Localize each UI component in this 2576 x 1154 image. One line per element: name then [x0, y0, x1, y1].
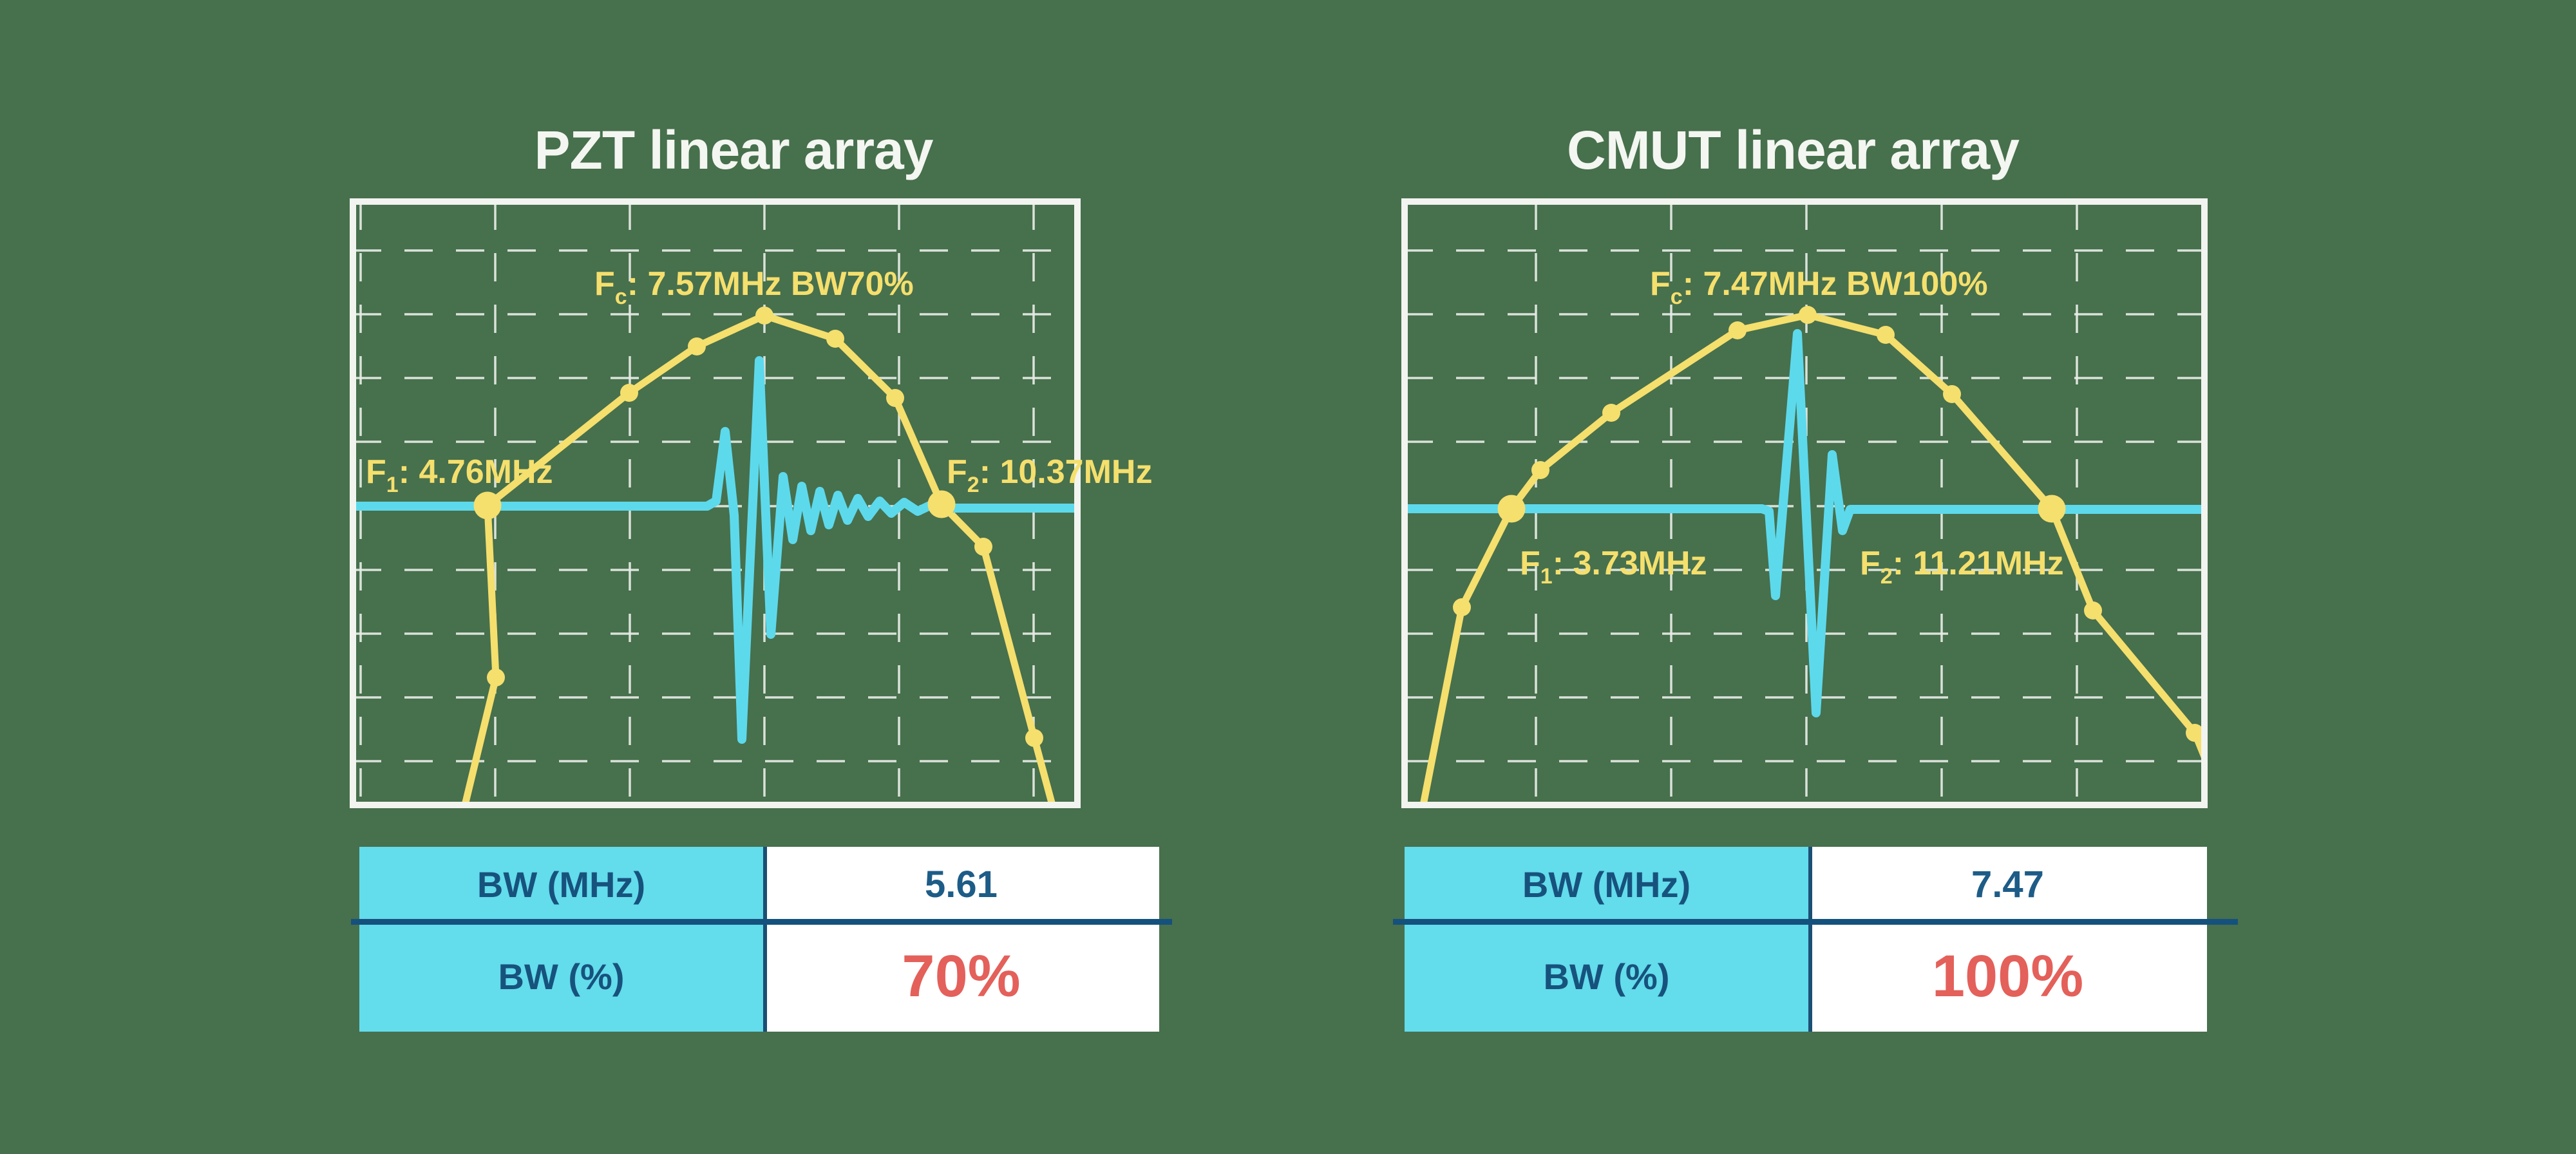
spectrum-marker: [1531, 461, 1549, 479]
spectrum-marker: [886, 389, 904, 407]
spectrum-marker: [1602, 404, 1620, 422]
pulse-echo-waveform: [1408, 329, 2201, 717]
bandwidth-edge-marker: [2038, 495, 2066, 523]
f1-annotation: F1: 3.73MHz: [1520, 545, 1707, 589]
bw-pct-label: BW (%): [1543, 956, 1670, 997]
chart-border: [1401, 198, 2208, 808]
f2-annotation: F2: 10.37MHz: [947, 453, 1152, 497]
spectrum-marker: [2084, 601, 2102, 620]
table-value-cell: 7.47: [1808, 847, 2207, 922]
cmut-bw-table: BW (MHz) 7.47 BW (%) 100%: [1405, 847, 2207, 1032]
cmut-bw-pct-value: 100%: [1931, 943, 2084, 1009]
table-row-divider: [351, 919, 1172, 925]
pzt-panel-title: PZT linear array: [534, 120, 934, 180]
bandwidth-edge-marker: [927, 490, 956, 518]
spectrum-curve: [462, 312, 1056, 802]
chart-plot-area: [356, 205, 1074, 802]
table-column-divider: [1808, 847, 1812, 1032]
cmut-panel-title: CMUT linear array: [1567, 120, 2020, 180]
spectrum-marker: [1943, 385, 1961, 403]
spectrum-marker: [2186, 724, 2201, 742]
spectrum-marker: [826, 330, 844, 348]
bandwidth-edge-marker: [473, 491, 502, 520]
table-row: BW (%) 100%: [1405, 922, 2207, 1032]
spectrum-marker: [1453, 598, 1471, 616]
table-value-cell: 100%: [1808, 922, 2207, 1032]
table-header-cell: BW (%): [1405, 922, 1808, 1032]
spectrum-marker: [487, 668, 505, 686]
table-row: BW (MHz) 5.61: [359, 847, 1159, 922]
bw-mhz-label: BW (MHz): [1522, 864, 1691, 905]
fc-annotation: Fc: 7.47MHz BW100%: [1650, 265, 1988, 309]
spectrum-marker: [755, 307, 773, 325]
pzt-bw-pct-value: 70%: [902, 943, 1021, 1009]
pzt-spectrum-chart: Fc: 7.57MHz BW70% F1: 4.76MHz F2: 10.37MHz: [350, 198, 1152, 808]
chart-border: [350, 198, 1081, 808]
bandwidth-edge-marker: [1497, 495, 1526, 523]
fc-annotation: Fc: 7.57MHz BW70%: [594, 265, 914, 309]
pulse-echo-waveform: [356, 356, 1074, 744]
table-row: BW (%) 70%: [359, 922, 1159, 1032]
f1-annotation: F1: 4.76MHz: [366, 453, 553, 497]
spectrum-marker: [974, 538, 992, 556]
spectrum-curve: [1420, 311, 2201, 802]
f2-annotation: F2: 11.21MHz: [1860, 545, 2064, 589]
table-header-cell: BW (MHz): [1405, 847, 1808, 922]
cmut-bw-mhz-value: 7.47: [1971, 863, 2044, 905]
bw-mhz-label: BW (MHz): [477, 864, 646, 905]
spectrum-marker: [1877, 326, 1895, 344]
pzt-bw-mhz-value: 5.61: [925, 863, 998, 905]
cmut-spectrum-chart: Fc: 7.47MHz BW100% F1: 3.73MHz F2: 11.21MH…: [1401, 198, 2208, 808]
pzt-bw-table: BW (MHz) 5.61 BW (%) 70%: [359, 847, 1159, 1032]
spectrum-marker: [1025, 729, 1043, 747]
spectrum-marker: [688, 337, 706, 355]
table-header-cell: BW (%): [359, 922, 763, 1032]
table-column-divider: [763, 847, 767, 1032]
table-value-cell: 70%: [763, 922, 1159, 1032]
spectrum-marker: [1799, 306, 1817, 324]
table-header-cell: BW (MHz): [359, 847, 763, 922]
spectrum-marker: [1728, 321, 1747, 339]
bw-pct-label: BW (%): [498, 956, 625, 997]
table-value-cell: 5.61: [763, 847, 1159, 922]
chart-plot-area: [1408, 205, 2201, 802]
table-row: BW (MHz) 7.47: [1405, 847, 2207, 922]
spectrum-marker: [620, 384, 638, 402]
table-row-divider: [1393, 919, 2238, 925]
